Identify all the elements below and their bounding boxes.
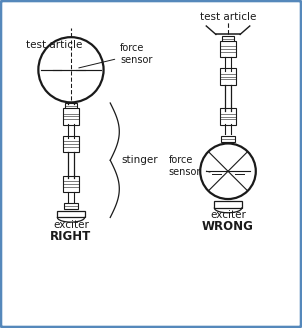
Text: exciter: exciter (210, 210, 246, 220)
Text: exciter: exciter (53, 220, 89, 230)
Circle shape (38, 37, 104, 102)
Bar (214, 201, 242, 208)
Text: force
sensor: force sensor (79, 43, 153, 68)
Bar (64, 203, 78, 209)
Text: RIGHT: RIGHT (50, 230, 92, 242)
Bar (221, 135, 235, 142)
Text: test article: test article (26, 40, 82, 50)
Bar (222, 36, 234, 42)
Text: test article: test article (200, 12, 256, 22)
Bar (221, 170, 235, 179)
Bar (63, 108, 79, 125)
Bar (63, 136, 79, 153)
Bar (63, 175, 79, 192)
Circle shape (200, 143, 256, 199)
Bar (65, 103, 77, 109)
Text: force
sensor: force sensor (169, 155, 210, 176)
Bar (220, 41, 236, 57)
Text: stinger: stinger (122, 155, 158, 165)
Bar (57, 211, 85, 217)
Bar (220, 108, 236, 125)
Bar (220, 69, 236, 85)
Bar (61, 65, 76, 74)
Text: WRONG: WRONG (202, 219, 254, 233)
